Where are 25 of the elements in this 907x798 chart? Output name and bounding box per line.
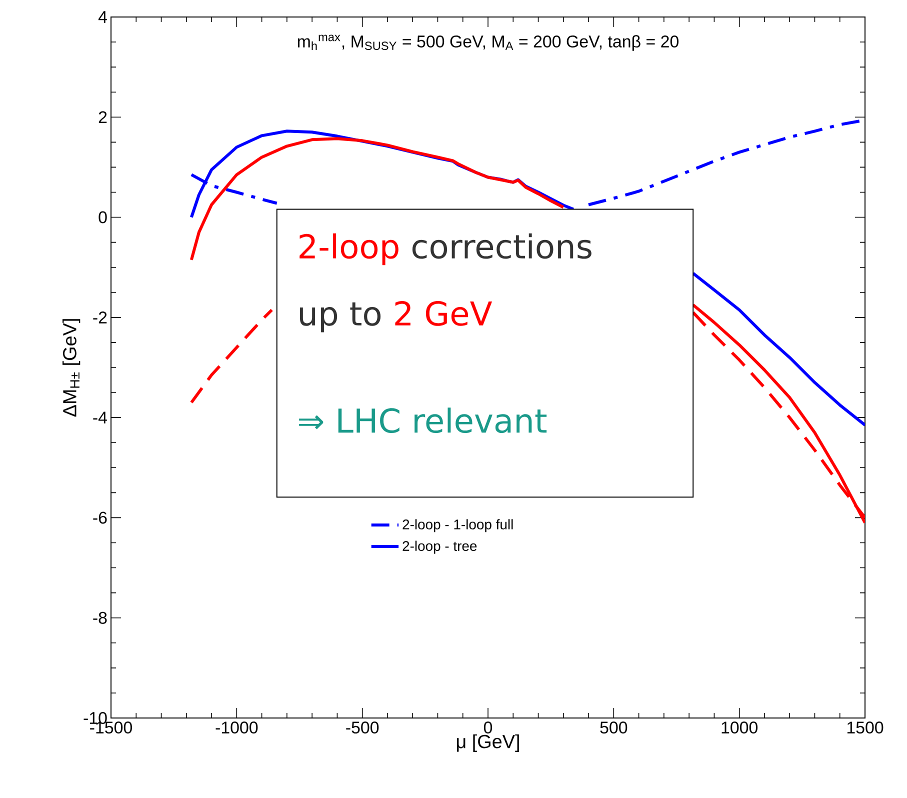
legend-label: 2-loop - tree [402, 540, 477, 554]
x-tick-label: 500 [600, 722, 628, 734]
y-tick-label: -2 [93, 312, 107, 324]
annotation: up to [300, 302, 381, 332]
y-tick-label: 4 [98, 11, 107, 23]
annotation: ⇒ LHC relevant [299, 408, 547, 434]
x-axis-title: μ [GeV] [457, 734, 519, 752]
y-axis-title: ΔM$_{H±}$ [GeV] [62, 319, 80, 417]
x-tick-label: -1500 [90, 722, 132, 734]
y-tick-label: -10 [84, 712, 107, 724]
x-tick-label: 1000 [722, 722, 758, 734]
y-tick-label: -8 [93, 612, 107, 624]
x-tick-label: -500 [346, 722, 379, 734]
annotation: 2-loop [300, 233, 398, 266]
x-tick-label: 1500 [847, 722, 884, 734]
x-tick-label: -1000 [216, 722, 258, 734]
annotation: 2 GeV [395, 301, 492, 326]
legend-label: 2-loop - 1-loop full [402, 519, 513, 532]
x-tick-label: 0 [484, 722, 492, 734]
y-tick-label: 2 [98, 111, 107, 124]
y-tick-label: -4 [93, 412, 107, 424]
annotation: corrections [412, 233, 592, 259]
y-tick-label: -6 [93, 512, 107, 524]
annotation: m$_{h}$$^{max}$, M$_{SUSY}$ = 500 GeV, M$_{A}$ = 200 GeV, tanβ = 20 [298, 34, 679, 51]
y-tick-label: 0 [98, 211, 107, 224]
